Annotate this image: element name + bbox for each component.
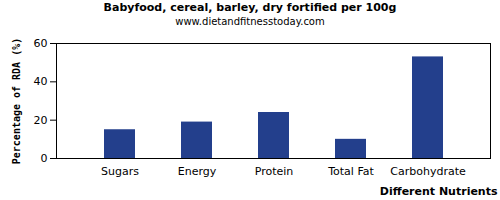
svg-text:Total Fat: Total Fat xyxy=(327,165,374,178)
svg-text:40: 40 xyxy=(34,75,48,88)
svg-text:Carbohydrate: Carbohydrate xyxy=(390,165,466,178)
svg-text:Percentage of RDA (%): Percentage of RDA (%) xyxy=(11,38,22,164)
svg-text:Different Nutrients: Different Nutrients xyxy=(380,185,498,198)
html-text:www.dietandfitnesstoday.com: www.dietandfitnesstoday.com xyxy=(175,16,325,27)
svg-text:Energy: Energy xyxy=(178,165,217,178)
svg-text:20: 20 xyxy=(34,114,48,127)
svg-text:60: 60 xyxy=(34,37,48,50)
svg-text:Sugars: Sugars xyxy=(101,165,139,178)
html-text:Babyfood, cereal, barley, dry: Babyfood, cereal, barley, dry fortified … xyxy=(103,1,397,14)
svg-text:0: 0 xyxy=(41,152,48,165)
svg-text:Protein: Protein xyxy=(255,165,294,178)
